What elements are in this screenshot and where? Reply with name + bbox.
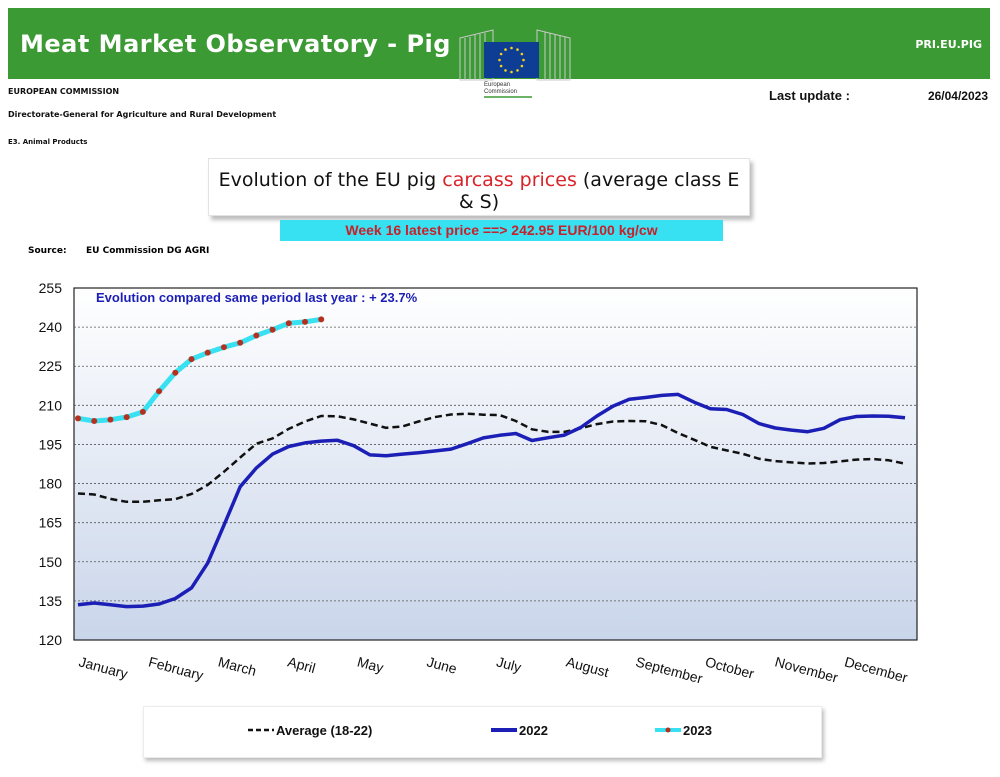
legend-swatch-average [248, 728, 274, 732]
chart-title-highlight: carcass prices [442, 169, 577, 191]
x-month-label: August [564, 653, 610, 680]
logo-text-2: Commission [484, 89, 517, 95]
series-2023-point [107, 416, 114, 423]
x-month-label: June [425, 653, 459, 676]
x-month-label: November [773, 653, 840, 685]
series-2023-point [75, 415, 81, 422]
series-2023-point [237, 339, 244, 346]
legend-label-2022: 2022 [519, 723, 548, 738]
legend-swatch-2022 [491, 728, 517, 732]
last-update-date: 26/04/2023 [927, 89, 988, 103]
legend-label-average: Average (18-22) [276, 723, 373, 738]
series-2023-point [269, 326, 276, 333]
x-month-label: April [286, 653, 317, 676]
page-title: Meat Market Observatory - Pig [20, 30, 451, 58]
logo-text-1: European [484, 82, 510, 88]
x-month-label: September [634, 653, 705, 686]
last-update-label: Last update : [769, 88, 850, 103]
european-commission-logo: European Commission [459, 29, 571, 98]
latest-price-box: Week 16 latest price ==> 242.95 EUR/100 … [280, 220, 723, 241]
series-2023-point [302, 318, 309, 325]
latest-price-text: Week 16 latest price ==> 242.95 EUR/100 … [345, 222, 658, 238]
series-2023-point [318, 316, 325, 323]
x-month-label: May [356, 653, 386, 675]
y-tick-label: 195 [39, 436, 63, 452]
series-2023-point [188, 356, 195, 363]
y-tick-label: 240 [39, 319, 63, 335]
series-2023-point [91, 417, 98, 424]
x-month-label: October [704, 653, 757, 681]
series-2023-point [139, 408, 146, 415]
chart-annotation: Evolution compared same period last year… [96, 290, 418, 305]
plot-area [73, 287, 918, 641]
x-month-label: December [843, 653, 910, 685]
org-line-2: Directorate-General for Agriculture and … [8, 110, 277, 119]
legend-swatch-2023 [655, 727, 681, 733]
x-month-label: January [77, 653, 129, 681]
chart-title-box: Evolution of the EU pig carcass prices (… [208, 158, 750, 216]
y-tick-label: 135 [39, 593, 63, 609]
chart-title-part1: Evolution of the EU pig [218, 169, 443, 191]
series-2023-point [220, 344, 227, 351]
series-2023-point [204, 349, 211, 356]
series-2023-point [172, 369, 179, 376]
source-text: EU Commission DG AGRI [86, 246, 210, 256]
org-line-3: E3. Animal Products [8, 138, 88, 146]
series-average-line [77, 412, 906, 504]
y-tick-label: 225 [39, 358, 63, 374]
series-2023-point [123, 414, 130, 421]
x-month-label: July [495, 653, 523, 675]
chart-legend: Average (18-22) 2022 2023 [143, 706, 822, 758]
y-tick-label: 150 [39, 554, 63, 570]
y-tick-label: 120 [39, 632, 63, 648]
report-code: PRI.EU.PIG [915, 38, 982, 51]
y-tick-label: 210 [39, 397, 63, 413]
series-2023-point [285, 320, 292, 327]
price-chart: 120 135 150 165 180 195 210 225 240 255 January Feb… [39, 280, 918, 687]
chart-title: Evolution of the EU pig carcass prices (… [209, 169, 749, 213]
series-2023-point [253, 332, 260, 339]
x-month-label: February [147, 653, 205, 683]
source-label: Source: [28, 246, 67, 256]
y-tick-label: 165 [39, 515, 63, 531]
org-line-1: EUROPEAN COMMISSION [8, 87, 120, 96]
chart-title-part3: (average class E & S) [458, 169, 740, 213]
series-2022-line [77, 392, 906, 609]
y-tick-label: 180 [39, 476, 63, 492]
y-tick-label: 255 [39, 280, 63, 296]
series-2023-line [77, 316, 322, 424]
series-2023-point [156, 388, 163, 395]
legend-label-2023: 2023 [683, 723, 712, 738]
x-month-label: March [216, 653, 258, 679]
